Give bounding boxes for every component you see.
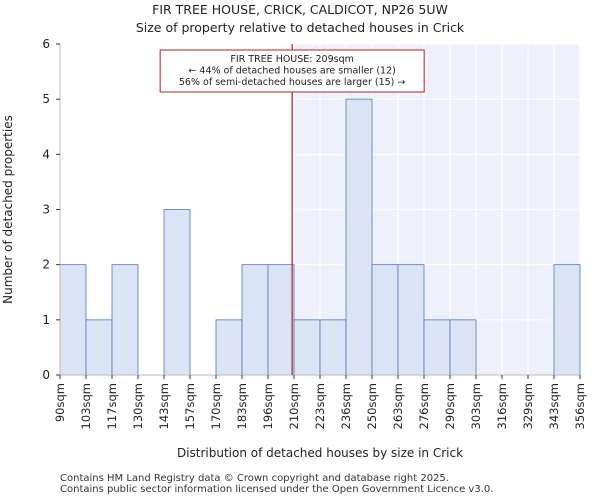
x-tick-label: 290sqm [443, 383, 457, 429]
x-tick-label: 276sqm [417, 383, 431, 429]
bar-170sqm [215, 319, 243, 376]
annotation-line-2: ← 44% of detached houses are smaller (12… [188, 66, 395, 77]
x-tick-label: 356sqm [573, 383, 587, 429]
annotation-box [159, 49, 425, 93]
y-tick-label: 4 [42, 147, 50, 161]
chart-area: 0 1 2 3 4 5 6 90sqm 103sqm 117sqm 130sqm 143sqm 157s… [1, 37, 587, 460]
x-tick-label: 210sqm [287, 383, 301, 429]
x-tick-label: 90sqm [53, 383, 67, 422]
annotation-line-1: FIR TREE HOUSE: 209sqm [230, 54, 354, 65]
bar-143sqm [163, 209, 191, 376]
x-tick-label: 157sqm [183, 383, 197, 429]
y-axis-label: Number of detached properties [1, 115, 15, 304]
bar-290sqm [449, 319, 477, 376]
x-tick-label: 183sqm [235, 383, 249, 429]
x-tick-label: 316sqm [495, 383, 509, 429]
bar-90sqm [59, 264, 87, 376]
x-tick-label: 196sqm [261, 383, 275, 429]
x-tick-label: 250sqm [365, 383, 379, 429]
y-tick-label: 5 [42, 92, 50, 106]
x-tick-label: 329sqm [521, 383, 535, 429]
x-tick-label: 103sqm [79, 383, 93, 429]
x-tick-label: 143sqm [157, 383, 171, 429]
bar-183sqm [241, 264, 269, 376]
x-tick-label: 263sqm [391, 383, 405, 429]
bar-103sqm [85, 319, 113, 376]
x-tick-label: 303sqm [469, 383, 483, 429]
bar-210sqm [293, 319, 321, 376]
chart-title: FIR TREE HOUSE, CRICK, CALDICOT, NP26 5U… [152, 2, 448, 17]
x-tick-label: 223sqm [313, 383, 327, 429]
bar-343sqm [553, 264, 581, 376]
footer-licence: Contains public sector information licen… [60, 484, 494, 495]
x-axis-label: Distribution of detached houses by size … [177, 446, 463, 460]
bar-276sqm [423, 319, 451, 376]
y-tick-label: 0 [42, 368, 50, 382]
y-tick-label: 2 [42, 258, 50, 272]
bar-263sqm [397, 264, 425, 376]
y-tick-label: 3 [42, 203, 50, 217]
chart-subtitle: Size of property relative to detached ho… [135, 20, 465, 35]
y-tick-label: 1 [42, 313, 50, 327]
x-tick-label: 130sqm [131, 383, 145, 429]
x-tick-label: 117sqm [105, 383, 119, 429]
bar-236sqm [345, 98, 373, 376]
bar-196sqm [267, 264, 295, 376]
footer-copyright: Contains HM Land Registry data © Crown c… [60, 473, 449, 484]
y-tick-label: 6 [42, 37, 50, 51]
bar-117sqm [111, 264, 139, 376]
bar-223sqm [319, 319, 347, 376]
annotation-line-3: 56% of semi-detached houses are larger (… [179, 77, 406, 88]
x-tick-label: 343sqm [547, 383, 561, 429]
x-tick-label: 170sqm [209, 383, 223, 429]
x-tick-label: 236sqm [339, 383, 353, 429]
bar-250sqm [371, 264, 399, 376]
